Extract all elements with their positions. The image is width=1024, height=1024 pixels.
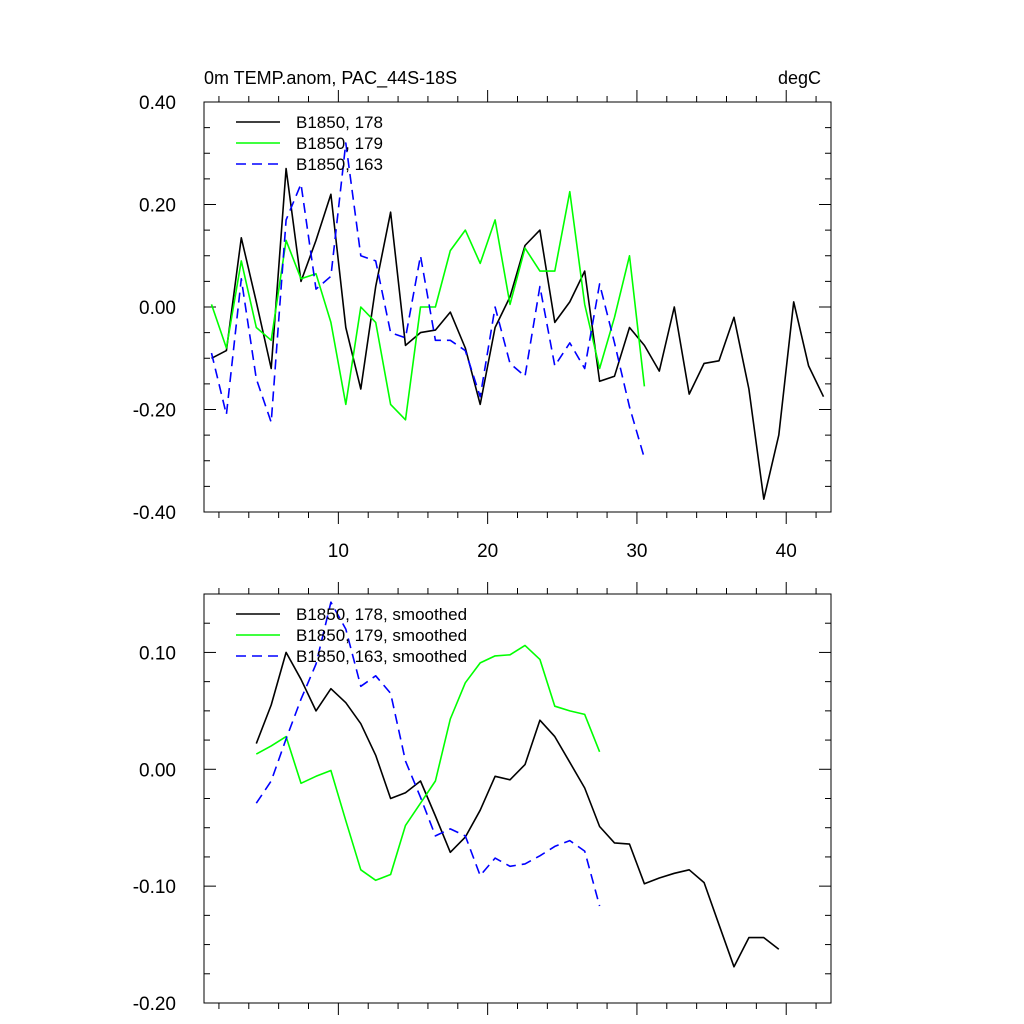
x-tick-label: 10	[328, 541, 349, 562]
series-line-3	[255, 601, 601, 907]
x-tick-label: 20	[477, 541, 498, 562]
y-tick-label: 0.40	[139, 93, 176, 114]
legend-label: B1850, 163, smoothed	[296, 647, 467, 666]
legend-label: B1850, 163	[296, 155, 383, 174]
legend: B1850, 178 B1850, 179 B1850, 163	[236, 113, 383, 174]
series-line-1	[211, 167, 825, 501]
x-tick-label: 30	[626, 541, 647, 562]
y-tick-label: -0.40	[133, 503, 176, 524]
series-line-2	[255, 644, 601, 882]
legend-label: B1850, 178, smoothed	[296, 605, 467, 624]
y-tick-label: 0.00	[139, 298, 176, 319]
y-tick-label: 0.10	[139, 643, 176, 664]
y-tick-label: 0.00	[139, 760, 176, 781]
legend: B1850, 178, smoothed B1850, 179, smoothed…	[236, 605, 467, 666]
units-label: degC	[778, 68, 821, 88]
y-tick-label: -0.20	[133, 994, 176, 1015]
legend-label: B1850, 179, smoothed	[296, 626, 467, 645]
x-tick-label: 40	[776, 541, 797, 562]
series-line-3	[210, 142, 646, 459]
legend-label: B1850, 179	[296, 134, 383, 153]
legend-label: B1850, 178	[296, 113, 383, 132]
y-tick-label: 0.20	[139, 196, 176, 217]
y-tick-label: -0.10	[133, 877, 176, 898]
chart-title: 0m TEMP.anom, PAC_44S-18S	[204, 68, 457, 89]
series-line-1	[255, 651, 780, 968]
top-panel: -0.40 -0.20 0.00 0.20 0.40 10 20 30 40 B1850, 178…	[133, 90, 832, 562]
y-tick-label: -0.20	[133, 401, 176, 422]
